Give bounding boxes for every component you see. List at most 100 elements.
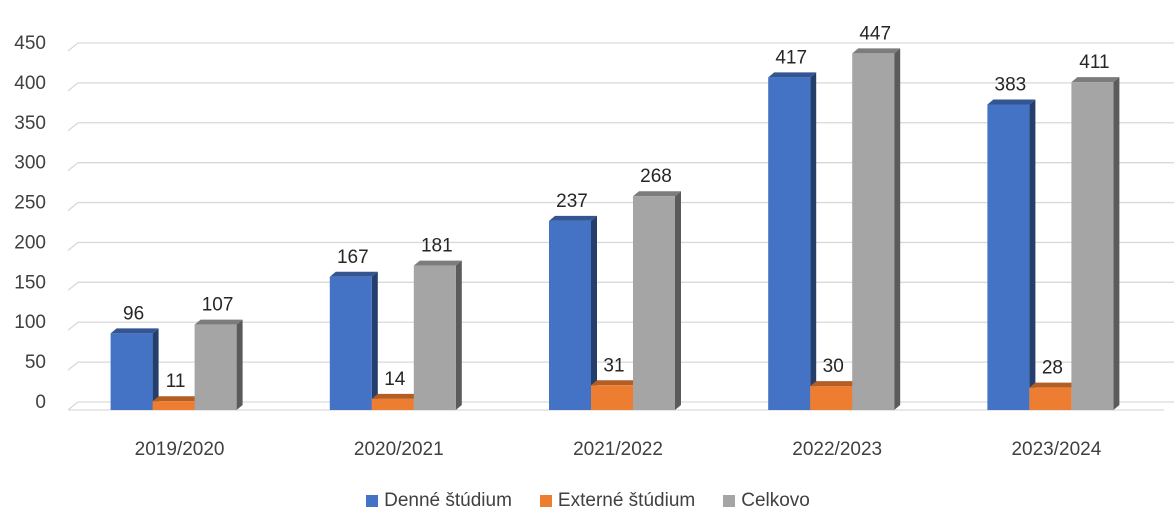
bar-top (768, 72, 817, 78)
legend-label: Externé štúdium (557, 490, 696, 511)
legend: Denné štúdium Externé štúdium Celkovo (0, 490, 1176, 512)
y-tick-label: 300 (14, 153, 46, 174)
data-label: 107 (202, 295, 234, 316)
bar (329, 271, 378, 410)
x-tick-label: 2019/2020 (135, 439, 225, 460)
bar (768, 72, 817, 411)
data-label: 14 (384, 369, 406, 390)
gridline (67, 42, 1174, 52)
bar-front (810, 386, 853, 410)
legend-label: Denné štúdium (384, 490, 512, 511)
data-label: 411 (1079, 52, 1109, 73)
bar-front (987, 104, 1030, 410)
y-axis: 0 50 100 150 200 250 300 350 400 450 (14, 33, 46, 413)
bar-side (236, 319, 243, 410)
bar-side (371, 271, 378, 410)
bar (152, 396, 201, 410)
data-label: 237 (556, 191, 588, 212)
data-label: 417 (775, 47, 807, 68)
bar (110, 328, 159, 410)
data-label: 383 (995, 74, 1027, 95)
legend-item: Denné štúdium (366, 490, 512, 512)
y-tick-label: 0 (35, 392, 46, 413)
bar-side (894, 48, 901, 410)
bar-top (110, 328, 159, 334)
bar-top (152, 396, 201, 402)
legend-swatch (366, 495, 379, 507)
bar-front (1029, 387, 1072, 410)
legend-label: Celkovo (741, 490, 810, 511)
bar-side (1113, 77, 1120, 410)
bar (810, 381, 859, 410)
bar-side (455, 260, 462, 410)
bar-front (194, 324, 237, 410)
legend-item: Externé štúdium (539, 490, 696, 512)
bar-side (810, 72, 817, 411)
bar (987, 99, 1036, 410)
y-tick-label: 100 (14, 312, 46, 333)
bar (549, 215, 597, 410)
bar-front (1071, 82, 1114, 410)
bar (633, 191, 681, 410)
bar-top (413, 260, 462, 266)
bar-top (371, 393, 420, 399)
bar-side (1029, 99, 1036, 410)
x-tick-label: 2023/2024 (1011, 439, 1101, 460)
bar (1071, 77, 1120, 410)
bar-top (194, 319, 243, 325)
bar-front (768, 77, 811, 411)
bar-front (329, 276, 372, 410)
bar-top (633, 191, 681, 197)
bar (852, 48, 901, 410)
data-label: 167 (337, 247, 369, 268)
legend-swatch (539, 495, 552, 507)
y-tick-label: 450 (14, 33, 46, 54)
bar-front (413, 265, 456, 410)
data-label: 447 (859, 23, 891, 44)
data-label: 28 (1042, 358, 1063, 379)
bar-top (810, 381, 859, 387)
bar-front (591, 385, 633, 410)
data-label: 96 (123, 303, 144, 324)
bar-side (152, 328, 159, 410)
bar-top (1029, 382, 1078, 388)
bar-front (852, 53, 895, 410)
bar (591, 380, 639, 410)
bar-front (110, 333, 153, 410)
bar (371, 393, 420, 410)
bar-top (987, 99, 1036, 105)
data-label: 31 (603, 355, 624, 376)
bar (1029, 382, 1078, 410)
x-axis: 2019/2020 2020/2021 2021/2022 2022/2023 2023… (135, 439, 1102, 460)
data-label: 30 (823, 356, 844, 377)
x-tick-label: 2020/2021 (354, 439, 444, 460)
data-label: 11 (166, 371, 186, 392)
bar-front (371, 398, 414, 410)
data-label: 181 (421, 236, 453, 257)
y-tick-label: 250 (14, 193, 46, 214)
bar-top (1071, 77, 1120, 83)
bar (413, 260, 462, 410)
bar-top (549, 215, 597, 221)
bar-front (152, 401, 195, 410)
legend-item: Celkovo (723, 490, 810, 512)
bar-chart: 0 50 100 150 200 250 300 350 400 450 96 11 107 167 14… (14, 23, 1174, 460)
y-tick-label: 350 (14, 113, 46, 134)
bar-top (852, 48, 901, 54)
bar-front (549, 220, 591, 410)
bar-side (591, 215, 597, 410)
x-tick-label: 2021/2022 (573, 439, 663, 460)
legend-swatch (723, 495, 736, 507)
bar-top (329, 271, 378, 277)
y-tick-label: 200 (14, 232, 46, 253)
y-tick-label: 50 (25, 352, 46, 373)
y-tick-label: 150 (14, 272, 46, 293)
bar (194, 319, 243, 410)
y-tick-label: 400 (14, 73, 46, 94)
gridlines (67, 42, 1174, 411)
data-label: 268 (640, 166, 672, 187)
x-tick-label: 2022/2023 (792, 439, 882, 460)
bar-side (675, 191, 681, 410)
bar-top (591, 380, 639, 386)
bars: 96 11 107 167 14 181 237 31 268 417 30 447 383 28 411 (110, 23, 1120, 411)
